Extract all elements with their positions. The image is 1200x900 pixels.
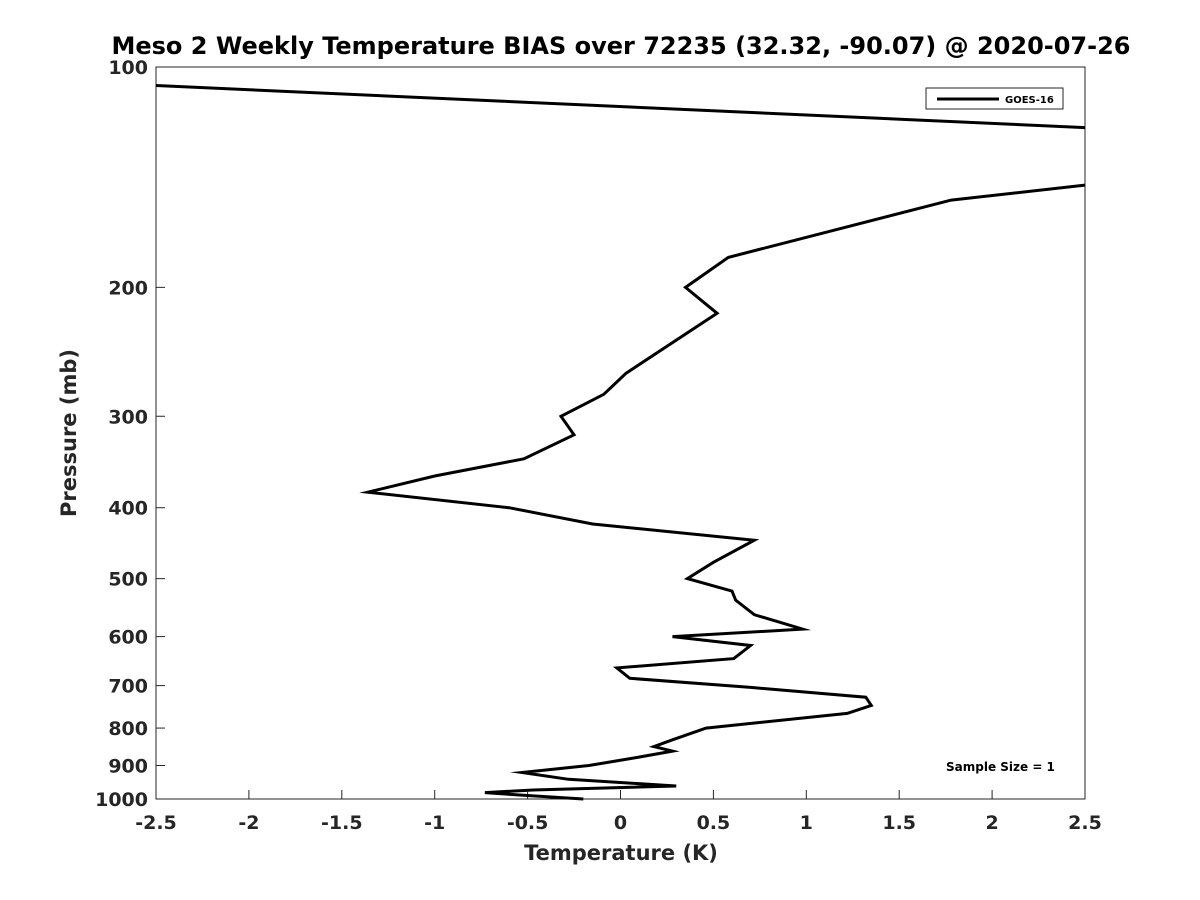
plot-frame xyxy=(155,66,1086,800)
x-tick-label: 2.5 xyxy=(1068,812,1102,834)
legend-label-goes-16: GOES-16 xyxy=(1005,95,1054,106)
x-tick-label: -1 xyxy=(424,812,445,834)
series-line-goes-16 xyxy=(155,84,1086,801)
x-tick-label: -2.5 xyxy=(135,812,177,834)
y-tick-label: 700 xyxy=(108,676,148,698)
sample-size-annotation: Sample Size = 1 xyxy=(946,760,1055,774)
chart-title: Meso 2 Weekly Temperature BIAS over 7223… xyxy=(111,32,1130,60)
x-axis: -2.5 -2 -1.5 -1 -0.5 0 0.5 1 1.5 2 2.5 xyxy=(135,790,1102,834)
x-tick-label: 1 xyxy=(800,812,813,834)
y-tick-label: 1000 xyxy=(95,789,148,811)
x-axis-label: Temperature (K) xyxy=(524,841,718,865)
y-tick-label: 200 xyxy=(108,277,148,299)
plot-area xyxy=(155,66,1086,800)
y-axis: 100 200 300 400 500 600 700 800 900 1000 xyxy=(95,57,165,811)
y-axis-label: Pressure (mb) xyxy=(57,349,81,517)
y-tick-label: 900 xyxy=(108,756,148,778)
series-layer xyxy=(155,84,1086,801)
x-tick-label: 0.5 xyxy=(697,812,731,834)
y-tick-label: 300 xyxy=(108,406,148,428)
legend: GOES-16 xyxy=(925,87,1064,110)
x-tick-label: 0 xyxy=(614,812,627,834)
y-tick-label: 800 xyxy=(108,718,148,740)
y-tick-label: 600 xyxy=(108,627,148,649)
x-tick-label: 2 xyxy=(985,812,998,834)
x-tick-label: -1.5 xyxy=(321,812,363,834)
y-tick-label: 400 xyxy=(108,498,148,520)
x-tick-label: 1.5 xyxy=(882,812,916,834)
y-tick-label: 100 xyxy=(108,57,148,79)
x-tick-label: -2 xyxy=(238,812,259,834)
x-tick-label: -0.5 xyxy=(507,812,549,834)
y-tick-label: 500 xyxy=(108,569,148,591)
